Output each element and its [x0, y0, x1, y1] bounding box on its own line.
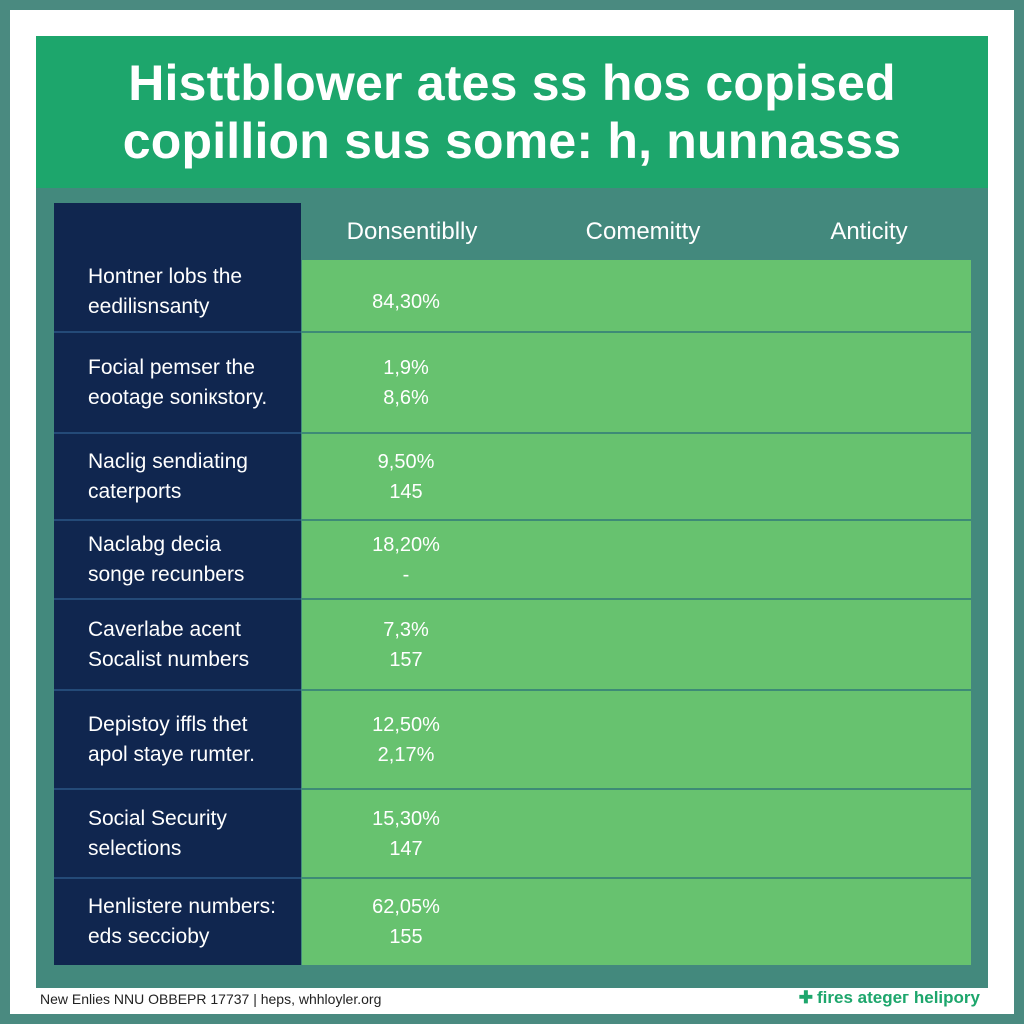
row-divider [54, 519, 971, 521]
row-values: 62,05% 155 [372, 892, 440, 952]
row-label-line: eootage soniкstory. [88, 386, 268, 409]
row-values: 15,30% 147 [372, 804, 440, 864]
values-area [302, 260, 971, 965]
row-label-line: Naclabg decia [88, 533, 222, 556]
row-values: 12,50% 2,17% [372, 710, 440, 770]
row-label-line: Hontner lobs the [88, 265, 243, 288]
row-label-line: apol staye rumter. [88, 743, 255, 766]
row-value: 1,9% [383, 357, 429, 379]
row-value: 155 [389, 926, 423, 948]
row-divider [54, 432, 971, 434]
column-header-3: Anticity [830, 218, 908, 245]
row-label-line: eedilisnsanty [88, 295, 210, 318]
row-value: 2,17% [377, 744, 435, 766]
row-divider [54, 331, 971, 333]
table-row: Hontner lobs the eedilisnsanty 84,30% [54, 252, 971, 332]
row-label-line: eds secciobу [88, 925, 210, 948]
title-line-2: copillion sus some: h, nunnasss [122, 113, 902, 169]
row-label-line: Focial pemser the [88, 356, 255, 379]
row-label-line: selections [88, 837, 182, 860]
row-label-line: Depistoy iffls thet [88, 713, 248, 736]
title-line-1: Histtblower ates ss hos copised [128, 55, 896, 111]
footer-source: New Enlies NNU OBBEPR 17737 | heps, whhl… [40, 991, 382, 1007]
header-banner: Histtblower ates ss hos copised copillio… [36, 36, 988, 188]
footer-brand: ✚ fires ategег helipory [799, 988, 980, 1008]
table-row: Social Security selections 15,30% 147 [54, 790, 971, 878]
row-divider [54, 788, 971, 790]
row-label-line: Socalist numbers [88, 648, 250, 671]
row-label-column [54, 203, 301, 965]
row-label: Hontner lobs the eedilisnsanty [88, 262, 293, 322]
row-value: 18,20% [372, 534, 440, 556]
row-label: Caverlabe acent Socalist numbers [88, 615, 293, 675]
row-value: 9,50% [377, 451, 435, 473]
row-label: Naclig sendiating caterports [88, 447, 293, 507]
row-values: 7,3% 157 [383, 615, 429, 675]
row-value: 7,3% [383, 619, 429, 641]
row-value: 145 [389, 481, 423, 503]
row-divider [54, 689, 971, 691]
row-value: 15,30% [372, 808, 440, 830]
row-values: 84,30% [372, 287, 440, 317]
row-value: - [402, 564, 410, 586]
row-values: 18,20% - [372, 530, 440, 590]
row-label: Depistoy iffls thet apol staye rumter. [88, 710, 293, 770]
row-label-line: caterports [88, 480, 182, 503]
row-label: Naclabg decia songe recunbers [88, 530, 293, 590]
row-label: Social Security selections [88, 804, 293, 864]
column-header-1: Donsentiblly [346, 218, 478, 245]
row-value: 62,05% [372, 896, 440, 918]
row-values: 1,9% 8,6% [383, 353, 429, 413]
row-label: Henlistere numbers: eds secciobу [88, 892, 293, 952]
table-row: Depistoy iffls thet apol staye rumter. 1… [54, 691, 971, 789]
footer-brand-text: fires ategег helipory [817, 988, 980, 1007]
table-row: Focial pemser the eootage soniкstory. 1,… [54, 333, 971, 433]
plus-icon: ✚ [798, 988, 814, 1007]
table-row: Naclig sendiating caterports 9,50% 145 [54, 434, 971, 520]
table-row: Naclabg decia songe recunbers 18,20% - [54, 521, 971, 599]
table-row: Henlistere numbers: eds secciobу 62,05% … [54, 879, 971, 965]
column-header-2: Comemitty [585, 218, 701, 245]
row-label-line: Social Security [88, 807, 227, 830]
row-label: Focial pemser the eootage soniкstory. [88, 353, 293, 413]
page-title: Histtblower ates ss hos copised copillio… [123, 54, 902, 170]
row-value: 84,30% [372, 291, 440, 313]
row-label-line: Naclig sendiating [88, 450, 248, 473]
row-values: 9,50% 145 [378, 447, 435, 507]
row-divider [54, 598, 971, 600]
row-value: 8,6% [383, 387, 429, 409]
table-row: Caverlabe acent Socalist numbers 7,3% 15… [54, 600, 971, 690]
row-label-line: songe recunbers [88, 563, 245, 586]
row-label-line: Henlistere numbers: [88, 895, 276, 918]
row-label-line: Caverlabe acent [88, 618, 241, 641]
row-divider [54, 877, 971, 879]
row-value: 12,50% [372, 714, 440, 736]
row-value: 147 [389, 838, 423, 860]
row-value: 157 [389, 649, 423, 671]
